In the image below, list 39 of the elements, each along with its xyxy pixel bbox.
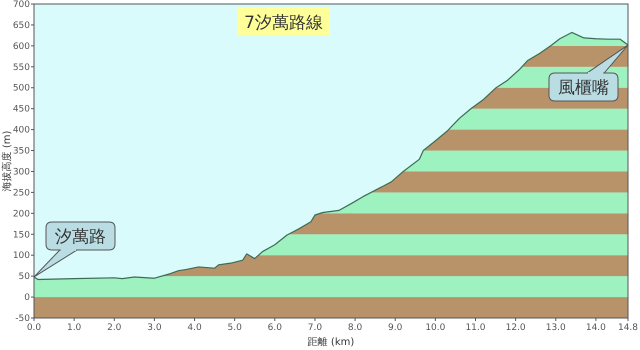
x-tick-label: 10.0 bbox=[425, 323, 446, 333]
y-tick-label: 350 bbox=[12, 146, 30, 157]
x-tick-label: 6.0 bbox=[268, 323, 282, 333]
annotation: 汐萬路 bbox=[55, 226, 106, 247]
x-tick-label: 14.8 bbox=[618, 323, 638, 333]
picture-callout-end: 風櫃嘴 bbox=[548, 44, 628, 102]
x-tick-label: 7.0 bbox=[308, 323, 322, 333]
y-tick-label: 550 bbox=[12, 62, 30, 73]
y-axis-title: 海拔高度 (m) bbox=[1, 130, 13, 192]
x-tick-label: 4.0 bbox=[187, 323, 202, 333]
y-tick-label: 600 bbox=[12, 42, 30, 52]
y-tick-label: 300 bbox=[12, 167, 30, 178]
y-tick-label: 200 bbox=[12, 209, 30, 220]
text: 7汐萬路線 bbox=[244, 13, 323, 33]
y-tick-label: 250 bbox=[12, 188, 30, 198]
y-tick-label: 700 bbox=[12, 0, 30, 10]
x-tick-label: 3.0 bbox=[147, 323, 162, 333]
x-tick-label: 11.0 bbox=[465, 323, 486, 333]
y-tick-label: 50 bbox=[18, 272, 30, 282]
annotation: 風櫃嘴 bbox=[558, 78, 609, 98]
y-tick-label: 150 bbox=[12, 230, 30, 240]
x-tick-label: 8.0 bbox=[348, 323, 363, 333]
y-tick-label: 400 bbox=[12, 126, 30, 136]
y-tick-label: 0 bbox=[24, 293, 30, 304]
x-tick-label: 13.0 bbox=[546, 323, 566, 333]
x-tick-label: 12.0 bbox=[506, 323, 526, 333]
y-tick-label: 450 bbox=[12, 104, 30, 115]
picture-callout-start: 汐萬路 bbox=[34, 221, 116, 278]
x-axis-title: 距離 (km) bbox=[308, 336, 354, 348]
y-tick-label: -50 bbox=[15, 314, 30, 324]
x-tick-label: 2.0 bbox=[107, 323, 122, 333]
x-tick-label: 0.0 bbox=[26, 323, 42, 333]
x-tick-label: 9.0 bbox=[388, 323, 403, 333]
y-tick-label: 100 bbox=[12, 251, 30, 262]
x-tick-label: 5.0 bbox=[228, 323, 242, 333]
x-tick-label: 1.0 bbox=[66, 323, 82, 333]
x-tick-label: 14.0 bbox=[586, 323, 606, 333]
y-tick-label: 500 bbox=[12, 84, 30, 94]
y-tick-label: 650 bbox=[12, 20, 30, 31]
